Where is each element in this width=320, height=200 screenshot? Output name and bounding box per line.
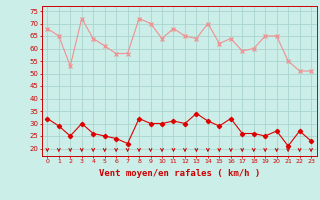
X-axis label: Vent moyen/en rafales ( km/h ): Vent moyen/en rafales ( km/h ) bbox=[99, 169, 260, 178]
